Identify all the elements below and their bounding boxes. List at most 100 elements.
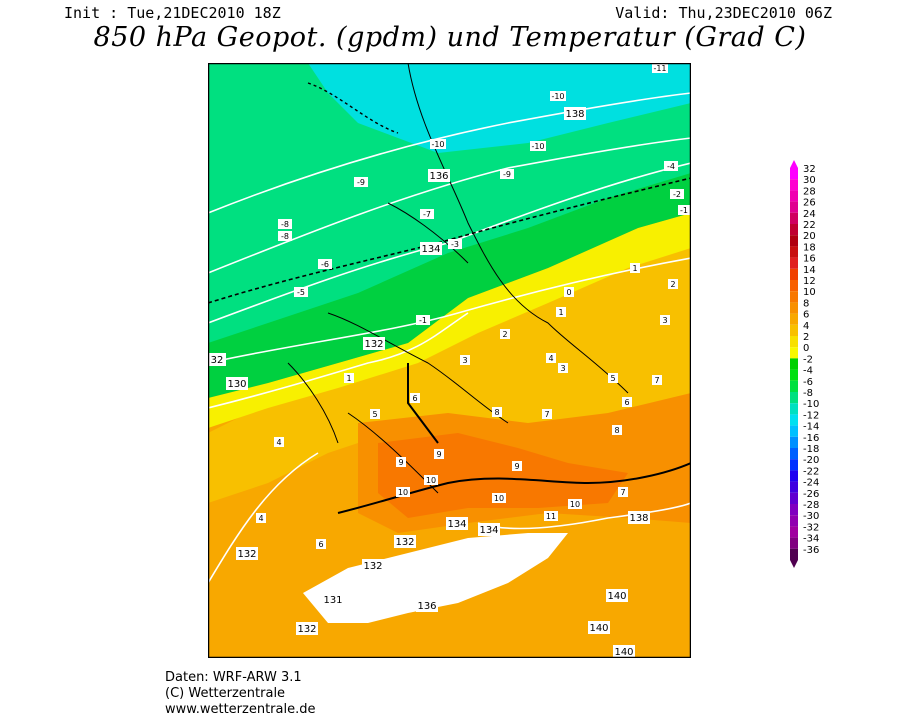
legend-swatch <box>790 392 798 404</box>
temp-label: -8 <box>281 220 289 229</box>
legend-label: 10 <box>803 287 816 298</box>
geopot-label: 132 <box>363 561 382 572</box>
legend-swatch <box>790 302 798 314</box>
legend-swatch <box>790 190 798 202</box>
geopot-label: 32 <box>211 355 224 366</box>
geopot-label: 131 <box>323 595 342 606</box>
temp-label: 11 <box>546 512 556 521</box>
temp-label: 5 <box>372 410 377 419</box>
legend-swatch <box>790 537 798 549</box>
legend-label: -2 <box>803 354 813 365</box>
legend-swatch <box>790 336 798 348</box>
legend-swatch <box>790 347 798 359</box>
legend-swatch <box>790 380 798 392</box>
geopot-label: 132 <box>364 339 383 350</box>
legend-swatch <box>790 201 798 213</box>
legend-label: 2 <box>803 332 809 343</box>
geopot-label: 138 <box>565 109 584 120</box>
legend-label: 20 <box>803 231 816 242</box>
legend-label: 24 <box>803 209 816 220</box>
legend-label: 6 <box>803 310 809 321</box>
temp-label: 2 <box>670 280 675 289</box>
temp-label: 7 <box>654 376 659 385</box>
legend-label: -8 <box>803 388 813 399</box>
legend-swatch <box>790 212 798 224</box>
legend-swatch <box>790 280 798 292</box>
legend-label: -26 <box>803 489 819 500</box>
legend-label: -30 <box>803 511 819 522</box>
geopot-label: 138 <box>629 513 648 524</box>
temp-label: -1 <box>419 316 427 325</box>
temp-label: -10 <box>431 140 444 149</box>
temp-label: 9 <box>514 462 519 471</box>
legend-swatch <box>790 313 798 325</box>
legend-label: 14 <box>803 265 816 276</box>
temp-label: 1 <box>346 374 351 383</box>
legend-swatch <box>790 548 798 560</box>
legend-label: -32 <box>803 522 819 533</box>
legend-label: -28 <box>803 500 819 511</box>
temp-label: 4 <box>548 354 553 363</box>
legend-swatch <box>790 257 798 269</box>
legend-swatch <box>790 179 798 191</box>
geopot-label: 134 <box>479 525 498 536</box>
temp-label: 3 <box>560 364 565 373</box>
legend-label: 12 <box>803 276 816 287</box>
temp-label: -9 <box>357 178 365 187</box>
temp-label: 8 <box>614 426 619 435</box>
geopot-label: 130 <box>227 379 246 390</box>
valid-time: Valid: Thu,23DEC2010 06Z <box>615 4 832 22</box>
footer-website[interactable]: www.wetterzentrale.de <box>165 702 316 717</box>
legend-arrow-bottom <box>790 560 798 568</box>
alps-mask <box>303 533 568 623</box>
temp-label: 10 <box>426 476 436 485</box>
temp-label: -6 <box>321 260 329 269</box>
legend-swatch <box>790 168 798 180</box>
legend-swatch <box>790 425 798 437</box>
legend-swatch <box>790 268 798 280</box>
legend-swatch <box>790 246 798 258</box>
temp-label: 3 <box>662 316 667 325</box>
legend-label: 4 <box>803 321 809 332</box>
temp-label: 2 <box>502 330 507 339</box>
temp-label: 6 <box>318 540 323 549</box>
temp-label: -11 <box>653 64 666 73</box>
legend-label: -12 <box>803 410 819 421</box>
temp-label: -2 <box>673 190 681 199</box>
geopot-label: 140 <box>589 623 608 634</box>
legend-swatch <box>790 470 798 482</box>
legend-label: 28 <box>803 186 816 197</box>
legend-swatch <box>790 436 798 448</box>
legend-label: -14 <box>803 422 819 433</box>
legend-swatch <box>790 459 798 471</box>
temp-label: 4 <box>276 438 281 447</box>
temp-label: 8 <box>494 408 499 417</box>
temp-label: -5 <box>297 288 305 297</box>
legend-swatch <box>790 526 798 538</box>
geopot-label: 132 <box>297 624 316 635</box>
band-green-light <box>208 63 691 343</box>
geopot-label: 136 <box>429 171 448 182</box>
color-legend: 32302826242220181614121086420-2-4-6-8-10… <box>790 160 819 568</box>
temp-label: -8 <box>281 232 289 241</box>
legend-label: 16 <box>803 254 816 265</box>
geopot-label: 136 <box>417 601 436 612</box>
temp-label: 4 <box>258 514 263 523</box>
temp-label: 3 <box>462 356 467 365</box>
legend-label: 8 <box>803 298 809 309</box>
legend-swatch <box>790 224 798 236</box>
temp-label: 6 <box>412 394 417 403</box>
legend-label: -4 <box>803 366 813 377</box>
footer-copyright: (C) Wetterzentrale <box>165 686 286 701</box>
geopot-label: 140 <box>614 647 633 658</box>
legend-label: -10 <box>803 399 819 410</box>
temp-label: -4 <box>667 162 675 171</box>
legend-label: -20 <box>803 455 819 466</box>
geopot-label: 134 <box>421 244 440 255</box>
legend-label: -18 <box>803 444 819 455</box>
footer-data-source: Daten: WRF-ARW 3.1 <box>165 670 302 685</box>
legend-label: 30 <box>803 175 816 186</box>
legend-swatch <box>790 324 798 336</box>
init-time: Init : Tue,21DEC2010 18Z <box>64 4 281 22</box>
legend-swatch <box>790 403 798 415</box>
